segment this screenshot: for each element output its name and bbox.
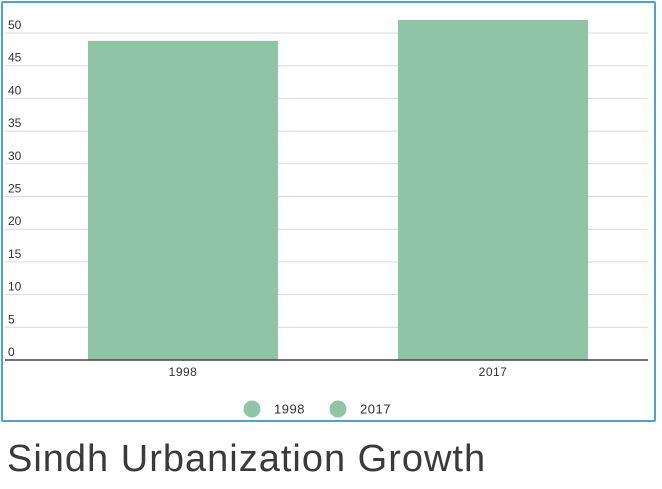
y-tick-label: 15 [8,247,22,261]
y-tick-label: 10 [8,280,22,294]
y-tick-label: 50 [8,18,22,32]
legend-item-2017[interactable]: 2017 [329,400,391,418]
y-tick-label: 45 [8,51,22,65]
y-tick-label: 0 [8,345,15,359]
y-tick-label: 5 [8,312,15,326]
x-tick-label: 1998 [169,365,198,379]
bars [88,19,588,361]
x-tick-label: 2017 [479,365,508,379]
bar-chart: 0 5 10 15 20 25 30 35 40 45 50 1998 2017 1998 2017 [5,18,648,418]
y-tick-label: 25 [8,182,22,196]
bar-1998[interactable] [88,40,278,361]
page-title: Sindh Urbanization Growth [7,438,487,480]
y-tick-label: 35 [8,116,22,130]
legend-item-1998[interactable]: 1998 [243,400,305,418]
x-axis-ticks: 1998 2017 [169,365,508,379]
bar-2017[interactable] [398,19,588,360]
legend-label: 2017 [360,402,391,417]
legend-swatch [329,400,347,418]
legend-label: 1998 [274,402,305,417]
legend-swatch [243,400,261,418]
legend[interactable]: 1998 2017 [243,400,391,418]
y-tick-label: 20 [8,214,22,228]
y-tick-label: 30 [8,149,22,163]
y-tick-label: 40 [8,83,22,97]
y-axis-ticks: 0 5 10 15 20 25 30 35 40 45 50 [8,18,22,359]
